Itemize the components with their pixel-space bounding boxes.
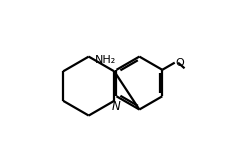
Text: N: N [111,100,120,113]
Text: NH₂: NH₂ [95,55,116,65]
Text: O: O [176,58,184,68]
